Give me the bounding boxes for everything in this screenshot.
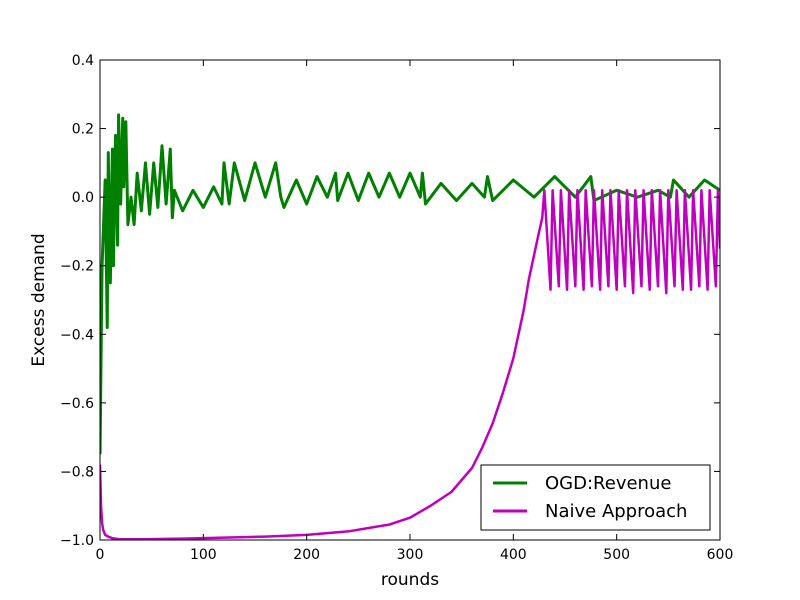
x-tick-label: 500: [603, 547, 630, 563]
x-tick-label: 600: [707, 547, 734, 563]
y-tick-label: −0.8: [60, 464, 94, 480]
y-axis-label: Excess demand: [29, 233, 49, 366]
x-tick-label: 100: [190, 547, 217, 563]
series-line-ogd-revenue: [100, 113, 720, 455]
y-tick-label: 0.0: [72, 190, 94, 206]
legend-box: [480, 464, 711, 531]
legend: OGD:Revenue Naive Approach: [480, 464, 711, 531]
legend-label-naive-approach: Naive Approach: [545, 501, 687, 522]
y-tick-label: −0.2: [60, 259, 94, 275]
y-tick-label: −0.4: [60, 327, 94, 343]
x-tick-label: 200: [293, 547, 320, 563]
y-tick-label: −1.0: [60, 533, 94, 549]
x-axis-label: rounds: [381, 570, 439, 590]
y-tick-label: 0.4: [72, 53, 94, 69]
x-tick-label: 300: [397, 547, 424, 563]
y-axis-ticks: −1.0 −0.8 −0.6 −0.4 −0.2 0.0 0.2 0.4: [60, 53, 720, 549]
y-tick-label: 0.2: [72, 122, 94, 138]
legend-label-ogd-revenue: OGD:Revenue: [545, 473, 671, 494]
y-tick-label: −0.6: [60, 396, 94, 412]
x-tick-label: 0: [96, 547, 105, 563]
x-axis-ticks: 0 100 200 300 400 500 600: [96, 60, 734, 563]
x-tick-label: 400: [500, 547, 527, 563]
